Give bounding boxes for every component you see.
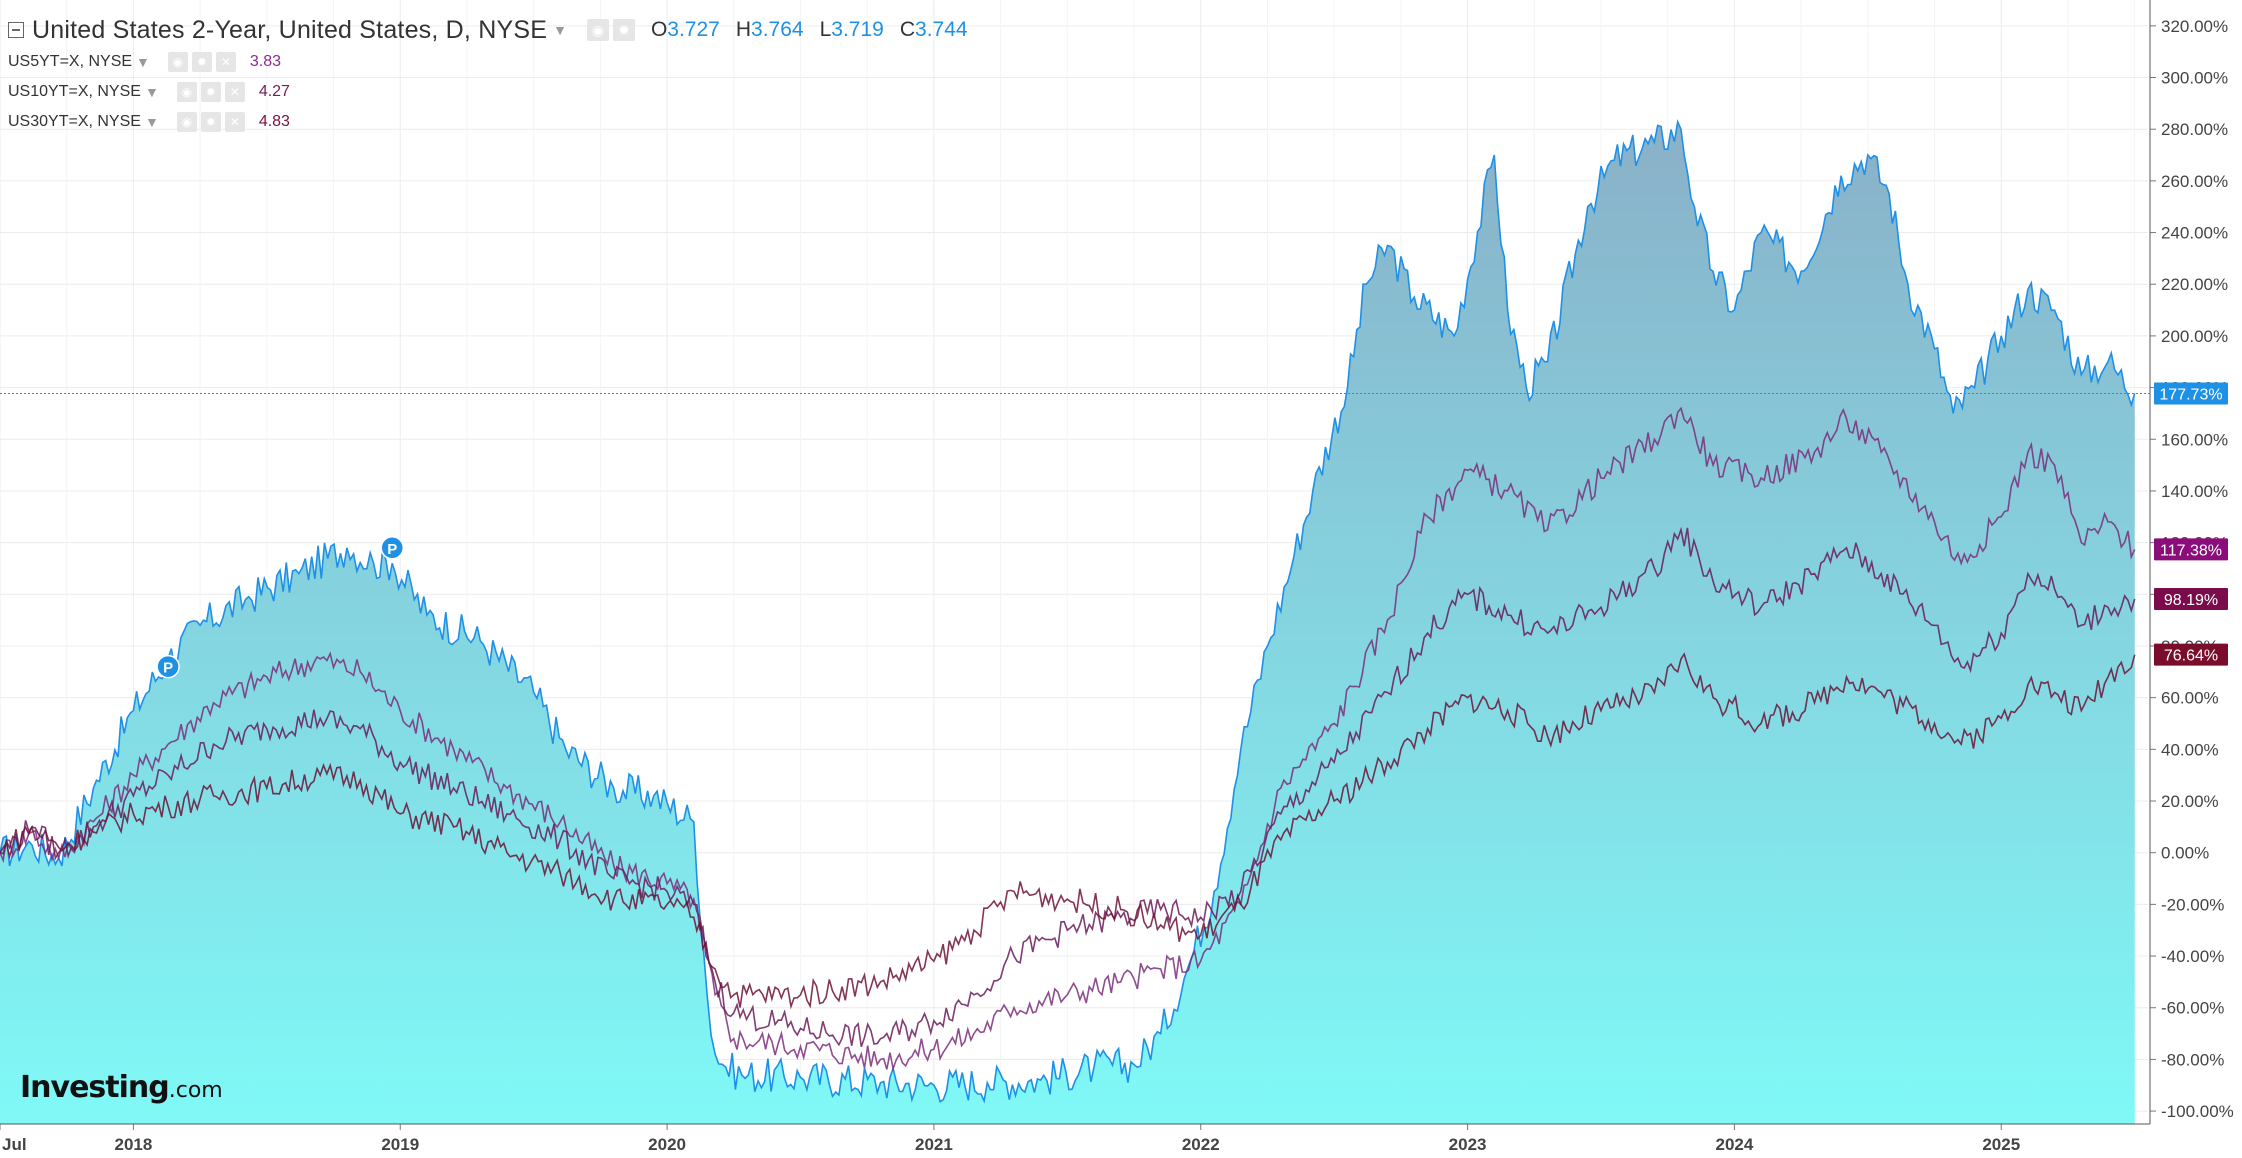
legend-row-us30y: US30YT=X, NYSE ▼ ◉ ✹ ✕ 4.83 bbox=[8, 109, 290, 135]
chevron-down-icon[interactable]: ▼ bbox=[144, 114, 159, 130]
gear-icon[interactable]: ✹ bbox=[612, 19, 635, 41]
eye-icon[interactable]: ◉ bbox=[176, 112, 197, 132]
close-icon[interactable]: ✕ bbox=[224, 82, 245, 102]
y-tick-label: 300.00% bbox=[2161, 69, 2228, 88]
chart-header: United States 2-Year, United States, D, … bbox=[8, 14, 968, 46]
chevron-down-icon[interactable]: ▼ bbox=[136, 54, 150, 70]
y-tick-label: 320.00% bbox=[2161, 17, 2228, 36]
price-badge-label: 117.38% bbox=[2160, 542, 2222, 559]
price-badge-label: 177.73% bbox=[2159, 386, 2222, 403]
y-tick-label: 200.00% bbox=[2161, 327, 2228, 346]
legend-controls: ◉ ✹ ✕ bbox=[167, 52, 236, 72]
chart-title: United States 2-Year, United States, D, … bbox=[32, 15, 548, 44]
legend-controls: ◉ ✹ ✕ bbox=[176, 82, 245, 102]
eye-icon[interactable]: ◉ bbox=[176, 82, 197, 102]
series-line-2 bbox=[0, 406, 2136, 1072]
ohlc-readout: O3.727 H3.764 L3.719 C3.744 bbox=[651, 18, 968, 42]
x-tick-label: 2022 bbox=[1182, 1135, 1220, 1154]
price-badge bbox=[2154, 643, 2228, 666]
legend-value: 3.83 bbox=[249, 53, 282, 70]
series-line-3 bbox=[0, 526, 2136, 1048]
gear-icon[interactable]: ✹ bbox=[200, 82, 221, 102]
x-tick-label: 2025 bbox=[1982, 1135, 2020, 1154]
series-lines bbox=[0, 119, 2136, 1104]
legend-label: US5YT=X, NYSE bbox=[8, 53, 133, 70]
legend-label: US30YT=X, NYSE bbox=[8, 113, 141, 130]
legend-controls: ◉ ✹ ✕ bbox=[176, 112, 245, 132]
y-tick-label: 60.00% bbox=[2161, 689, 2219, 708]
price-badge-label: 76.64% bbox=[2164, 648, 2218, 665]
price-badge bbox=[2154, 587, 2228, 610]
y-tick-label: -20.00% bbox=[2161, 895, 2224, 914]
y-tick-label: 40.00% bbox=[2161, 740, 2219, 759]
high-value: 3.764 bbox=[751, 18, 804, 41]
y-tick-label: 160.00% bbox=[2161, 430, 2228, 449]
high-label: H bbox=[735, 18, 752, 41]
x-tick-label: 2021 bbox=[915, 1135, 953, 1154]
event-marker-label: P bbox=[163, 660, 173, 677]
y-tick-label: 0.00% bbox=[2161, 844, 2209, 863]
y-tick-label: -60.00% bbox=[2161, 999, 2224, 1018]
low-label: L bbox=[819, 18, 832, 41]
close-icon[interactable]: ✕ bbox=[215, 52, 236, 72]
gear-icon[interactable]: ✹ bbox=[191, 52, 212, 72]
series-area-1 bbox=[0, 121, 2135, 1124]
title-controls: ◉ ✹ bbox=[586, 19, 635, 41]
investing-logo: Investing.com bbox=[20, 1070, 223, 1105]
event-marker bbox=[380, 536, 404, 560]
y-tick-label: 20.00% bbox=[2161, 792, 2219, 811]
y-tick-label: -80.00% bbox=[2161, 1050, 2224, 1069]
x-tick-label: 2018 bbox=[115, 1135, 153, 1154]
legend-value: 4.27 bbox=[258, 83, 290, 100]
price-badge bbox=[2154, 538, 2228, 561]
y-tick-label: 260.00% bbox=[2161, 172, 2228, 191]
price-badge bbox=[2154, 382, 2228, 405]
legend-label: US10YT=X, NYSE bbox=[8, 83, 141, 100]
y-tick-label: -40.00% bbox=[2161, 947, 2224, 966]
close-icon[interactable]: ✕ bbox=[224, 112, 245, 132]
gear-icon[interactable]: ✹ bbox=[200, 112, 221, 132]
y-tick-label: -100.00% bbox=[2161, 1102, 2234, 1121]
price-badge-label: 98.19% bbox=[2164, 592, 2218, 609]
x-tick-label: 2020 bbox=[648, 1135, 686, 1154]
legend-row-us5y: US5YT=X, NYSE ▼ ◉ ✹ ✕ 3.83 bbox=[8, 49, 281, 75]
eye-icon[interactable]: ◉ bbox=[167, 52, 188, 72]
open-label: O bbox=[650, 18, 668, 41]
y-tick-label: 140.00% bbox=[2161, 482, 2228, 501]
y-tick-label: 240.00% bbox=[2161, 224, 2228, 243]
y-tick-label: 220.00% bbox=[2161, 275, 2228, 294]
low-value: 3.719 bbox=[831, 18, 884, 41]
main-area bbox=[0, 121, 2135, 1124]
legend-row-us10y: US10YT=X, NYSE ▼ ◉ ✹ ✕ 4.27 bbox=[8, 79, 290, 105]
event-marker bbox=[156, 654, 180, 679]
x-tick-label: 2019 bbox=[381, 1135, 419, 1154]
y-tick-label: 280.00% bbox=[2161, 120, 2228, 139]
overlays: 177.73% 117.38% 98.19% 76.64% P P bbox=[0, 382, 2228, 679]
open-value: 3.727 bbox=[667, 18, 720, 41]
eye-icon[interactable]: ◉ bbox=[586, 19, 609, 41]
event-marker-label: P bbox=[387, 541, 397, 558]
close-label: C bbox=[899, 18, 916, 41]
chevron-down-icon[interactable]: ▼ bbox=[144, 84, 159, 100]
x-tick-label: 2024 bbox=[1715, 1135, 1753, 1154]
chevron-down-icon[interactable]: ▼ bbox=[553, 22, 567, 38]
legend-value: 4.83 bbox=[258, 113, 290, 130]
logo-main: Investing bbox=[20, 1070, 170, 1105]
close-value: 3.744 bbox=[915, 18, 968, 41]
x-tick-label: Jul bbox=[2, 1135, 27, 1154]
x-tick-label: 2023 bbox=[1449, 1135, 1487, 1154]
collapse-icon[interactable] bbox=[8, 22, 24, 38]
series-line-1 bbox=[0, 119, 2136, 1104]
series-line-4 bbox=[0, 652, 2136, 1010]
logo-suffix: .com bbox=[168, 1078, 223, 1103]
